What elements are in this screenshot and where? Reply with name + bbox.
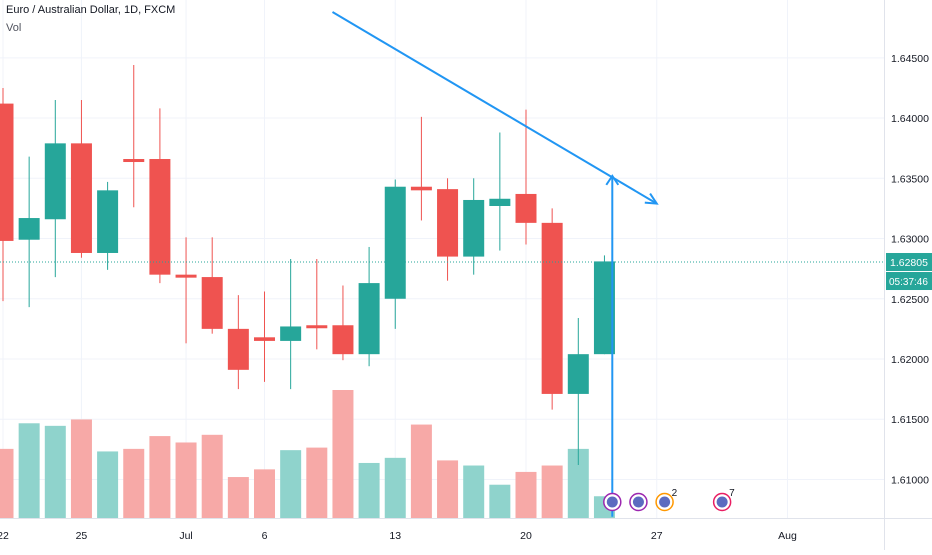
time-axis-label: Jul <box>179 530 192 542</box>
volume-bar <box>149 436 171 518</box>
countdown-tag <box>886 272 932 291</box>
event-marker[interactable]: 2 <box>655 488 678 512</box>
last-price-tag[interactable] <box>886 253 932 272</box>
candle-body[interactable] <box>123 159 145 163</box>
candle-body[interactable] <box>201 277 223 329</box>
event-marker-icon <box>606 496 618 508</box>
candle-body[interactable] <box>175 274 197 278</box>
volume-bar <box>515 471 537 518</box>
candle-body[interactable] <box>44 143 66 220</box>
volume-bar <box>306 447 328 518</box>
candle-body[interactable] <box>384 186 406 299</box>
price-axis-label: 1.61500 <box>891 414 929 426</box>
time-axis-label: 6 <box>262 530 268 542</box>
candle-body[interactable] <box>18 218 40 240</box>
volume-bar <box>44 425 66 518</box>
event-marker[interactable] <box>603 492 622 512</box>
candle-body[interactable] <box>437 189 459 257</box>
volume-bar <box>70 419 92 518</box>
candle-body[interactable] <box>410 186 432 191</box>
candle-body[interactable] <box>97 190 119 253</box>
volume-bar <box>358 462 380 518</box>
price-axis-label: 1.63500 <box>891 173 929 185</box>
candle-body[interactable] <box>0 103 14 241</box>
volume-bar <box>332 390 354 518</box>
candle-body[interactable] <box>567 354 589 394</box>
time-axis-label: 22 <box>0 530 9 542</box>
volume-bar <box>489 484 511 518</box>
volume-bar <box>123 448 145 518</box>
price-axis-label: 1.62000 <box>891 354 929 366</box>
volume-bar <box>0 448 14 518</box>
candle-body[interactable] <box>306 325 328 329</box>
volume-bar <box>410 424 432 518</box>
event-marker-count: 2 <box>672 488 678 499</box>
candle-body[interactable] <box>358 283 380 355</box>
event-marker-icon <box>716 496 728 508</box>
volume-bar <box>97 451 119 518</box>
volume-bar <box>384 457 406 518</box>
candle-body[interactable] <box>593 261 615 355</box>
time-axis-label: 13 <box>389 530 401 542</box>
price-axis-label: 1.62500 <box>891 294 929 306</box>
candle-body[interactable] <box>463 199 485 257</box>
volume-bar <box>18 423 40 518</box>
price-axis-label: 1.64500 <box>891 53 929 65</box>
candle-body[interactable] <box>227 328 249 370</box>
volume-bar <box>280 450 302 518</box>
trendline-arrow[interactable] <box>331 11 658 205</box>
event-marker[interactable] <box>629 492 648 512</box>
volume-bar <box>227 477 249 518</box>
price-axis-label: 1.64000 <box>891 113 929 125</box>
volume-bar <box>201 434 223 518</box>
candle-body[interactable] <box>541 222 563 394</box>
candle-body[interactable] <box>254 337 275 341</box>
volume-bar <box>541 465 563 518</box>
volume-bar <box>567 448 589 518</box>
candle-body[interactable] <box>149 159 171 275</box>
time-axis-label: Aug <box>778 530 797 542</box>
time-axis-label: 27 <box>651 530 663 542</box>
candle-body[interactable] <box>70 143 92 253</box>
event-marker-icon <box>632 496 644 508</box>
price-axis-label: 1.63000 <box>891 234 929 246</box>
measure-arrowhead <box>605 174 620 186</box>
last-price-value: 1.62805 <box>890 257 928 269</box>
event-marker[interactable]: 7 <box>712 488 736 512</box>
symbol-title[interactable]: Euro / Australian Dollar, 1D, FXCM <box>6 4 176 16</box>
trendline-arrowhead <box>644 193 659 205</box>
time-axis-label: 20 <box>520 530 532 542</box>
volume-bar <box>175 442 197 518</box>
price-axis-label: 1.61000 <box>891 474 929 486</box>
volume-bar <box>437 460 459 518</box>
candle-body[interactable] <box>489 198 511 206</box>
bar-countdown: 05:37:46 <box>889 277 928 288</box>
volume-bar <box>463 465 485 518</box>
candle-body[interactable] <box>332 325 354 355</box>
volume-indicator-label[interactable]: Vol <box>6 22 22 34</box>
event-marker-count: 7 <box>729 488 735 499</box>
candle-body[interactable] <box>515 193 537 223</box>
event-marker-icon <box>659 496 671 508</box>
candle-body[interactable] <box>280 326 302 341</box>
volume-bar <box>254 469 275 518</box>
time-axis-label: 25 <box>76 530 88 542</box>
